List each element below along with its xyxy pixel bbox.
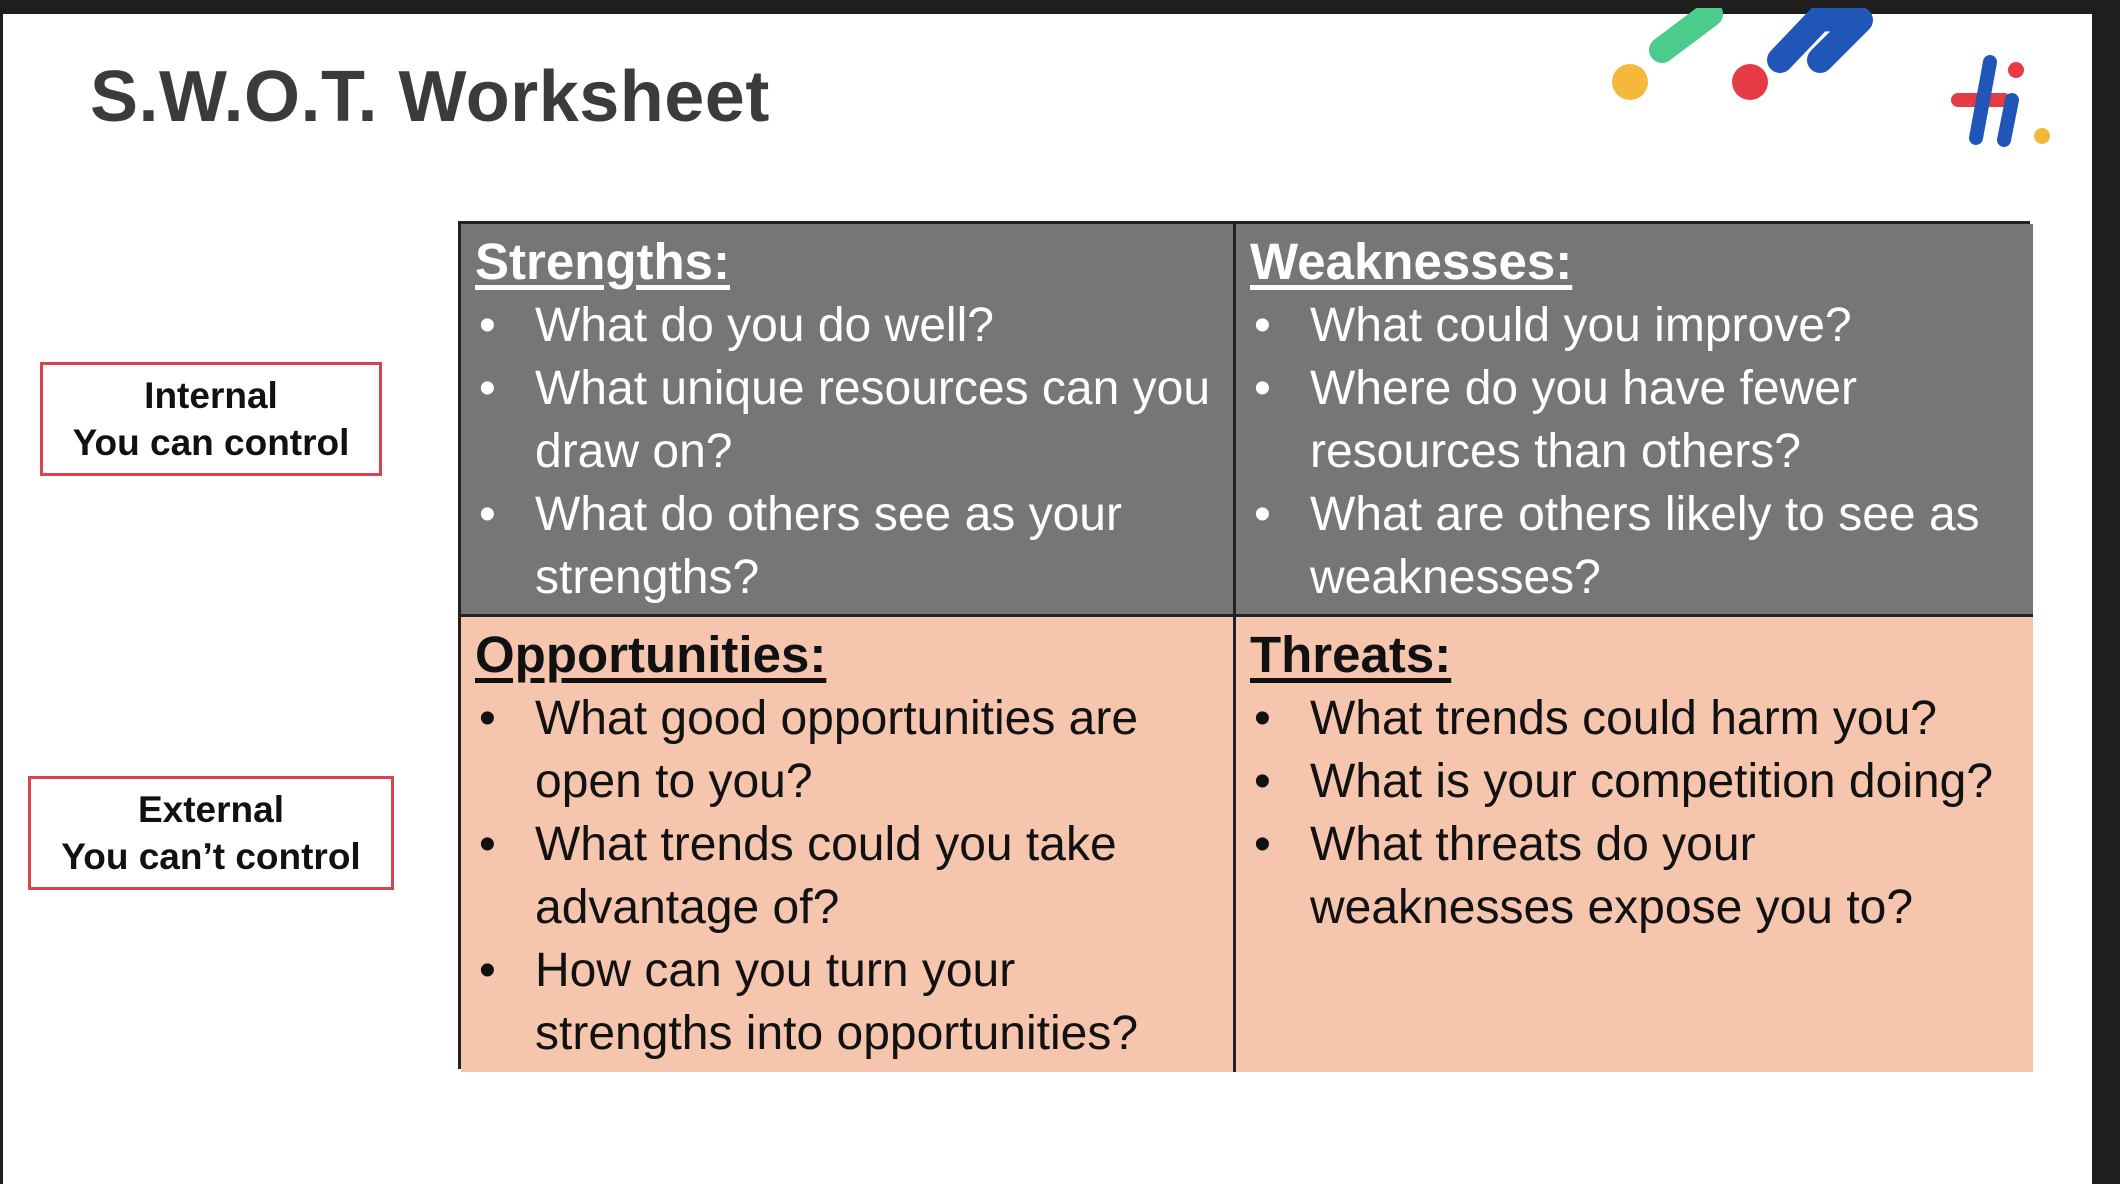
weaknesses-list: • What could you improve? • Where do you h… <box>1250 294 2021 609</box>
item-text: What unique resources can you draw on? <box>535 362 1211 478</box>
internal-sublabel: You can control <box>72 422 350 463</box>
strengths-heading: Strengths: <box>475 233 730 290</box>
list-item: • What could you improve? <box>1250 294 2021 357</box>
yellow-dot-shape <box>1612 64 1648 100</box>
item-text: What could you improve? <box>1310 299 1852 352</box>
bullet: • <box>1254 818 1271 871</box>
bullet: • <box>1254 488 1271 541</box>
window-right-bar <box>2092 0 2120 1184</box>
bullet: • <box>1254 299 1271 352</box>
list-item: • What is your competition doing? <box>1250 750 2021 813</box>
swot-grid: Strengths: • What do you do well? • What u… <box>458 221 2033 1072</box>
threats-heading: Threats: <box>1250 626 1452 683</box>
threats-list: • What trends could harm you? • What is yo… <box>1250 687 2021 939</box>
bullet: • <box>479 944 496 997</box>
item-text: What is your competition doing? <box>1310 755 1994 808</box>
item-text: What do you do well? <box>535 299 994 352</box>
item-text: Where do you have fewer resources than o… <box>1310 362 1857 478</box>
list-item: • How can you turn your strengths into op… <box>475 939 1221 1065</box>
item-text: What are others likely to see as weaknes… <box>1310 488 1980 604</box>
bullet: • <box>479 362 496 415</box>
list-item: • What unique resources can you draw on? <box>475 357 1221 483</box>
window-top-bar <box>0 0 2120 14</box>
bullet: • <box>1254 755 1271 808</box>
item-text: What trends could harm you? <box>1310 692 1937 745</box>
strengths-list: • What do you do well? • What unique resou… <box>475 294 1221 609</box>
bullet: • <box>1254 362 1271 415</box>
opportunities-heading: Opportunities: <box>475 626 827 683</box>
threats-cell: Threats: • What trends could harm you? • W… <box>1236 617 2033 1072</box>
item-text: What trends could you take advantage of? <box>535 818 1117 934</box>
blue-stroke-shape <box>1767 8 1873 73</box>
external-sublabel: You can’t control <box>61 836 361 877</box>
internal-label-box: Internal You can control <box>40 362 382 476</box>
red-dot-shape <box>1732 64 1768 100</box>
page-title: S.W.O.T. Worksheet <box>90 57 770 137</box>
item-text: What threats do your weaknesses expose y… <box>1310 818 1914 934</box>
opportunities-cell: Opportunities: • What good opportunities … <box>461 617 1236 1072</box>
bullet: • <box>479 299 496 352</box>
list-item: • What good opportunities are open to you… <box>475 687 1221 813</box>
weaknesses-heading: Weaknesses: <box>1250 233 1573 290</box>
list-item: • What do you do well? <box>475 294 1221 357</box>
item-text: How can you turn your strengths into opp… <box>535 944 1139 1060</box>
item-text: What good opportunities are open to you? <box>535 692 1139 808</box>
external-label-box: External You can’t control <box>28 776 394 890</box>
bullet: • <box>1254 692 1271 745</box>
list-item: • What trends could you take advantage of… <box>475 813 1221 939</box>
bullet: • <box>479 818 496 871</box>
green-stroke-shape <box>1649 8 1723 63</box>
window-left-edge <box>0 0 3 1184</box>
internal-label: Internal <box>144 375 278 416</box>
external-label: External <box>137 789 284 830</box>
list-item: • What threats do your weaknesses expose … <box>1250 813 2021 939</box>
bullet: • <box>479 488 496 541</box>
item-text: What do others see as your strengths? <box>535 488 1122 604</box>
hi-logo-icon <box>1951 55 2050 147</box>
list-item: • What are others likely to see as weakne… <box>1250 483 2021 609</box>
list-item: • What trends could harm you? <box>1250 687 2021 750</box>
strengths-cell: Strengths: • What do you do well? • What u… <box>461 224 1236 617</box>
weaknesses-cell: Weaknesses: • What could you improve? • Wh… <box>1236 224 2033 617</box>
brand-decoration <box>1612 8 2050 147</box>
opportunities-list: • What good opportunities are open to you… <box>475 687 1221 1065</box>
list-item: • What do others see as your strengths? <box>475 483 1221 609</box>
list-item: • Where do you have fewer resources than … <box>1250 357 2021 483</box>
bullet: • <box>479 692 496 745</box>
